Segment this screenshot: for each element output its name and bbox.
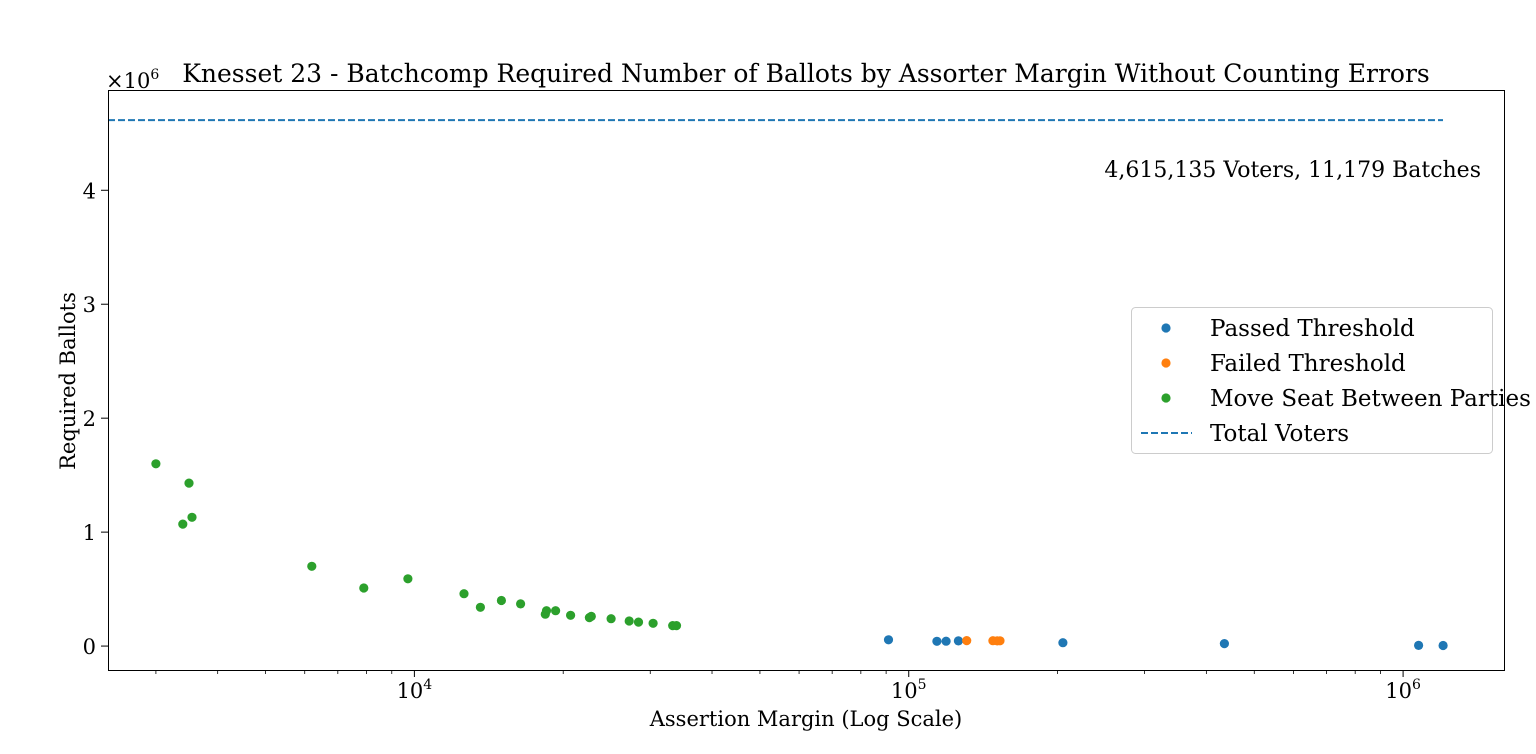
data-point: [516, 599, 526, 609]
data-point: [953, 636, 964, 646]
legend-item: Move Seat Between Parties: [1161, 386, 1531, 412]
legend-marker: [1161, 323, 1171, 333]
y-multiplier: ×106: [106, 67, 159, 93]
y-axis-label: Required Ballots: [56, 292, 80, 470]
data-point: [648, 618, 658, 628]
data-point: [633, 617, 644, 627]
data-point: [359, 583, 369, 593]
series-failed-threshold: [962, 636, 1005, 646]
x-tick-label: 104: [397, 677, 433, 703]
data-point: [151, 459, 161, 469]
legend-label: Passed Threshold: [1210, 316, 1415, 342]
data-point: [184, 478, 194, 488]
legend: Passed Threshold Failed Threshold Move Sea…: [1131, 307, 1531, 454]
legend-item: Failed Threshold: [1161, 351, 1406, 377]
data-point: [307, 561, 317, 571]
series-move-seat-between-parties: [151, 459, 682, 631]
data-point: [883, 635, 894, 645]
data-point: [187, 512, 197, 522]
data-point: [941, 636, 951, 646]
voters-annotation: 4,615,135 Voters, 11,179 Batches: [1104, 158, 1481, 183]
data-point: [1438, 640, 1448, 651]
data-point: [1219, 639, 1229, 649]
data-point: [624, 616, 634, 626]
data-point: [606, 614, 616, 624]
data-point: [475, 602, 485, 612]
legend-entries: Passed Threshold Failed Threshold Move Sea…: [1141, 316, 1531, 447]
chart-title: Knesset 23 - Batchcomp Required Number o…: [182, 59, 1430, 88]
legend-label: Move Seat Between Parties: [1210, 386, 1531, 412]
x-axis-label: Assertion Margin (Log Scale): [649, 707, 963, 731]
data-point: [995, 636, 1005, 646]
data-point: [566, 610, 576, 620]
legend-item: Passed Threshold: [1161, 316, 1415, 342]
plot-area: [108, 119, 1448, 651]
data-point: [1058, 638, 1068, 648]
y-tick-label: 4: [83, 179, 96, 203]
x-axis: 104 105 106: [155, 670, 1421, 703]
data-point: [541, 606, 552, 616]
data-point: [178, 519, 188, 529]
legend-marker: [1161, 358, 1171, 368]
data-point: [586, 611, 596, 622]
data-point: [459, 589, 469, 599]
data-point: [1414, 640, 1424, 651]
legend-label: Failed Threshold: [1210, 351, 1406, 377]
data-point: [551, 606, 561, 616]
y-tick-label: 2: [83, 407, 96, 431]
legend-item: Total Voters: [1141, 421, 1349, 447]
data-point: [496, 595, 506, 606]
x-tick-label: 106: [1385, 677, 1421, 703]
y-tick-label: 3: [83, 293, 96, 317]
legend-marker: [1161, 393, 1171, 403]
x-tick-label: 105: [891, 677, 927, 703]
data-point: [403, 574, 413, 584]
data-point: [932, 636, 942, 646]
y-tick-label: 0: [83, 635, 96, 659]
y-axis: 0 1 2 3 4: [83, 179, 108, 659]
data-point: [962, 636, 972, 646]
series-passed-threshold: [883, 635, 1448, 651]
legend-label: Total Voters: [1210, 421, 1349, 447]
y-tick-label: 1: [83, 521, 96, 545]
data-point: [671, 621, 682, 631]
plot-frame: [108, 90, 1505, 671]
legend-box: [1131, 307, 1493, 454]
